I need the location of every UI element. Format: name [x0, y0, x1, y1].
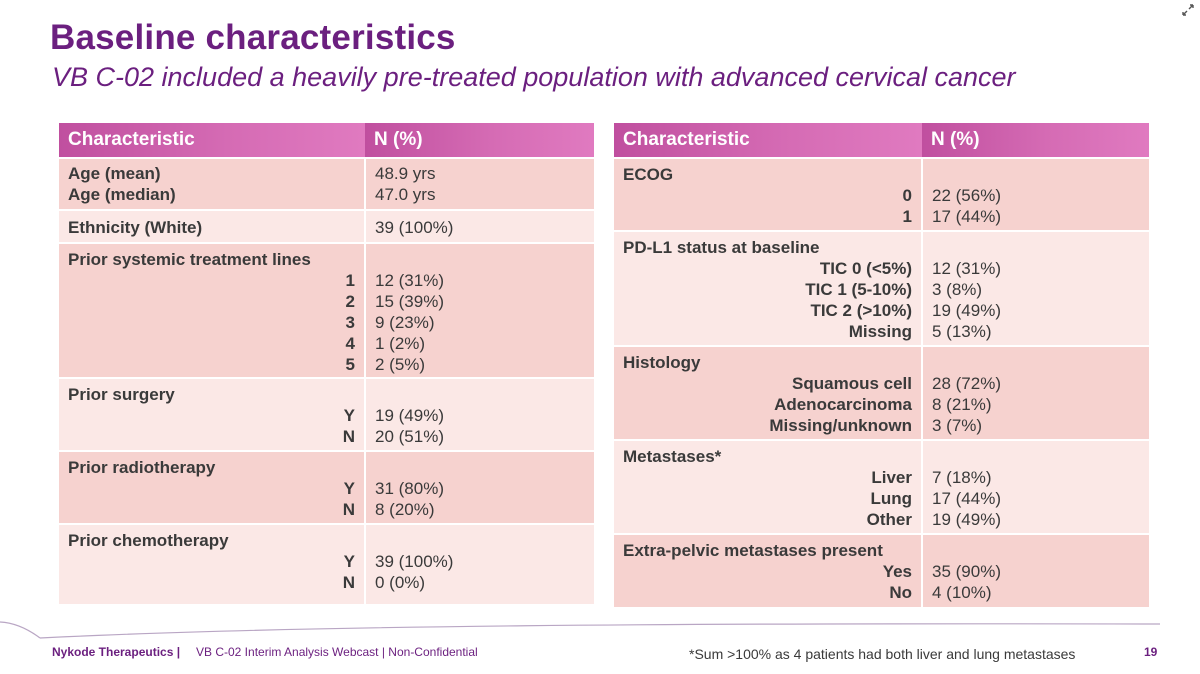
page-number: 19: [1144, 645, 1158, 659]
column-header-characteristic: Characteristic: [59, 123, 365, 158]
extrapelvic-key: Yes: [882, 562, 912, 581]
prior-radiotherapy-key: N: [342, 500, 355, 519]
table-row-pdl1: PD-L1 status at baseline TIC 0 (<5%) TIC…: [614, 230, 1149, 346]
table-row-prior-surgery: Prior surgery Y N 19 (49%) 20 (51%): [59, 377, 594, 451]
pdl1-key: TIC 0 (<5%): [819, 259, 912, 278]
histology-key: Missing/unknown: [769, 416, 912, 435]
metastases-value: 19 (49%): [932, 510, 1001, 529]
pdl1-label: PD-L1 status at baseline: [623, 238, 820, 257]
histology-value: 28 (72%): [932, 374, 1001, 393]
prior-lines-value: 12 (31%): [375, 271, 444, 290]
prior-chemotherapy-value: 0 (0%): [375, 573, 426, 592]
age-values-cell: 48.9 yrs 47.0 yrs: [365, 157, 594, 210]
pdl1-value: 3 (8%): [932, 280, 983, 299]
prior-lines-key: 2: [345, 292, 355, 311]
age-mean-value: 48.9 yrs: [375, 164, 436, 183]
extrapelvic-label: Extra-pelvic metastases present: [623, 541, 883, 560]
prior-lines-value: 1 (2%): [375, 334, 426, 353]
metastases-key: Liver: [871, 468, 912, 487]
prior-lines-value: 2 (5%): [375, 355, 426, 374]
prior-lines-value: 9 (23%): [375, 313, 435, 332]
ecog-value: 17 (44%): [932, 207, 1001, 226]
pdl1-value: 12 (31%): [932, 259, 1001, 278]
prior-lines-key: 4: [345, 334, 355, 353]
table-header-row: Characteristic N (%): [59, 123, 594, 158]
prior-radiotherapy-value: 31 (80%): [375, 479, 444, 498]
slide-title: Baseline characteristics: [50, 18, 456, 57]
prior-chemotherapy-label: Prior chemotherapy: [68, 531, 229, 550]
metastases-key: Lung: [870, 489, 912, 508]
prior-chemotherapy-key: Y: [343, 552, 355, 571]
ecog-key: 1: [902, 207, 912, 226]
table-row-prior-chemotherapy: Prior chemotherapy Y N 39 (100%) 0 (0%): [59, 523, 594, 604]
pdl1-key: TIC 1 (5-10%): [805, 280, 912, 299]
expand-icon[interactable]: [1182, 4, 1194, 16]
prior-chemotherapy-value: 39 (100%): [375, 552, 454, 571]
histology-key: Adenocarcinoma: [774, 395, 912, 414]
extrapelvic-value: 4 (10%): [932, 583, 992, 602]
table-row-ethnicity: Ethnicity (White) 39 (100%): [59, 209, 594, 243]
pdl1-value: 5 (13%): [932, 322, 992, 341]
table-row-prior-radiotherapy: Prior radiotherapy Y N 31 (80%) 8 (20%): [59, 450, 594, 524]
histology-value: 3 (7%): [932, 416, 983, 435]
prior-surgery-value: 20 (51%): [375, 427, 444, 446]
extrapelvic-key: No: [889, 583, 912, 602]
table-row-prior-lines: Prior systemic treatment lines 1 2 3 4 5…: [59, 242, 594, 378]
metastases-value: 17 (44%): [932, 489, 1001, 508]
footer-text: VB C-02 Interim Analysis Webcast | Non-C…: [196, 645, 478, 659]
prior-lines-value: 15 (39%): [375, 292, 444, 311]
age-median-label: Age (median): [68, 185, 176, 204]
pdl1-key: TIC 2 (>10%): [810, 301, 912, 320]
pdl1-value: 19 (49%): [932, 301, 1001, 320]
table-header-row: Characteristic N (%): [614, 123, 1149, 158]
footer-company: Nykode Therapeutics |: [52, 645, 181, 659]
table-row-age: Age (mean) Age (median) 48.9 yrs 47.0 yr…: [59, 157, 594, 210]
column-header-n-percent: N (%): [365, 123, 594, 158]
prior-lines-key: 3: [345, 313, 355, 332]
metastases-value: 7 (18%): [932, 468, 992, 487]
ecog-key: 0: [902, 186, 912, 205]
age-mean-label: Age (mean): [68, 164, 161, 183]
table-row-ecog: ECOG 0 1 22 (56%) 17 (44%): [614, 157, 1149, 231]
metastases-key: Other: [866, 510, 912, 529]
prior-chemotherapy-key: N: [342, 573, 355, 592]
ethnicity-value: 39 (100%): [375, 218, 454, 237]
baseline-table-left: Characteristic N (%) Age (mean) Age (med…: [59, 123, 594, 604]
prior-radiotherapy-value: 8 (20%): [375, 500, 435, 519]
footnote: *Sum >100% as 4 patients had both liver …: [689, 646, 1076, 662]
extrapelvic-value: 35 (90%): [932, 562, 1001, 581]
age-labels-cell: Age (mean) Age (median): [59, 157, 366, 210]
baseline-table-right: Characteristic N (%) ECOG 0 1 22 (56%) 1…: [614, 123, 1149, 607]
prior-surgery-value: 19 (49%): [375, 406, 444, 425]
prior-lines-key: 1: [345, 271, 355, 290]
footer-divider-line: [0, 621, 1161, 639]
ethnicity-label: Ethnicity (White): [68, 218, 203, 237]
histology-value: 8 (21%): [932, 395, 992, 414]
column-header-characteristic: Characteristic: [614, 123, 922, 158]
age-median-value: 47.0 yrs: [375, 185, 436, 204]
prior-lines-label: Prior systemic treatment lines: [68, 250, 311, 269]
prior-surgery-key: N: [342, 427, 355, 446]
pdl1-key: Missing: [848, 322, 912, 341]
prior-radiotherapy-label: Prior radiotherapy: [68, 458, 216, 477]
column-header-n-percent: N (%): [922, 123, 1149, 158]
ecog-value: 22 (56%): [932, 186, 1001, 205]
prior-surgery-label: Prior surgery: [68, 385, 175, 404]
slide-subtitle: VB C-02 included a heavily pre-treated p…: [52, 62, 1016, 92]
histology-key: Squamous cell: [792, 374, 912, 393]
histology-label: Histology: [623, 353, 701, 372]
prior-lines-key: 5: [345, 355, 355, 374]
prior-radiotherapy-key: Y: [343, 479, 355, 498]
table-row-histology: Histology Squamous cell Adenocarcinoma M…: [614, 345, 1149, 440]
ecog-label: ECOG: [623, 165, 674, 184]
table-row-extrapelvic: Extra-pelvic metastases present Yes No 3…: [614, 533, 1149, 607]
metastases-label: Metastases*: [623, 447, 722, 466]
prior-surgery-key: Y: [343, 406, 355, 425]
table-row-metastases: Metastases* Liver Lung Other 7 (18%) 17 …: [614, 439, 1149, 534]
